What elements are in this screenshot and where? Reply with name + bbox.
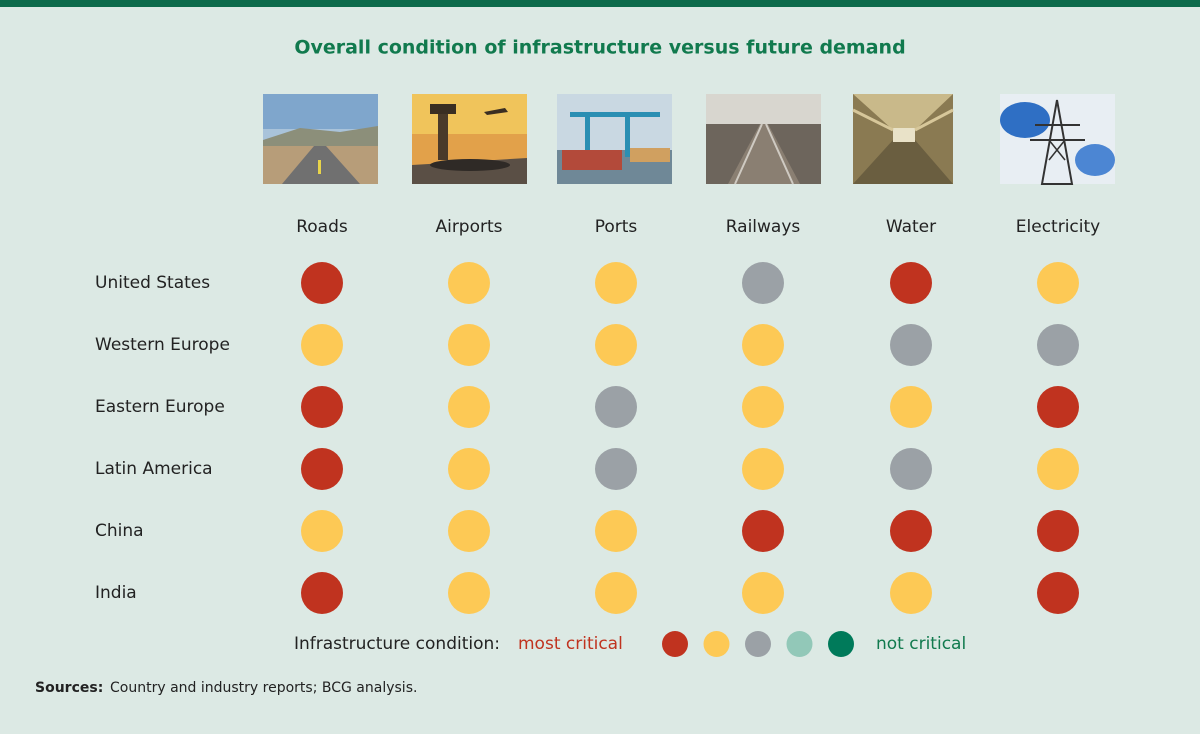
rating-dot <box>1037 572 1079 614</box>
rating-dot <box>742 262 784 304</box>
rating-dot <box>448 572 490 614</box>
rating-dot <box>301 262 343 304</box>
column-label: Electricity <box>1016 217 1100 237</box>
column-label: Roads <box>296 217 348 237</box>
rating-dot <box>742 386 784 428</box>
rating-dot <box>1037 510 1079 552</box>
rating-dot <box>448 448 490 490</box>
rating-dot <box>595 324 637 366</box>
legend-label: Infrastructure condition: <box>294 634 500 654</box>
rating-dot <box>448 262 490 304</box>
photo-electricity <box>1000 94 1115 185</box>
legend-dot <box>662 631 688 657</box>
photo-airports <box>412 94 527 184</box>
row-label: United States <box>95 273 210 293</box>
rating-dot <box>595 448 637 490</box>
rating-dot <box>742 510 784 552</box>
rating-dot <box>890 262 932 304</box>
title: Overall condition of infrastructure vers… <box>294 37 905 59</box>
rating-dot <box>301 324 343 366</box>
top-bar <box>0 0 1200 7</box>
sources-text: Country and industry reports; BCG analys… <box>110 680 417 696</box>
rating-dot <box>448 386 490 428</box>
rating-dot <box>301 572 343 614</box>
rating-dot <box>595 510 637 552</box>
photo-water <box>852 94 954 184</box>
row-label: India <box>95 583 137 603</box>
rating-dot <box>301 386 343 428</box>
row-label: Western Europe <box>95 335 230 355</box>
rating-dot <box>301 510 343 552</box>
row-label: China <box>95 521 144 541</box>
rating-dot <box>595 572 637 614</box>
rating-dot <box>890 324 932 366</box>
rating-dot <box>1037 324 1079 366</box>
legend-dot <box>703 631 730 657</box>
rating-dot <box>301 448 343 490</box>
legend-dot <box>745 631 771 657</box>
row-label: Latin America <box>95 459 213 479</box>
legend-low: most critical <box>518 634 623 654</box>
rating-dot <box>742 324 784 366</box>
rating-dot <box>890 386 932 428</box>
photo-roads <box>263 94 378 184</box>
rating-dot <box>595 262 637 304</box>
column-label: Airports <box>435 217 502 237</box>
rating-dot <box>1037 262 1079 304</box>
legend-dot <box>828 631 854 657</box>
sources-label: Sources: <box>35 680 103 696</box>
column-label: Ports <box>595 217 638 237</box>
rating-dot <box>890 572 932 614</box>
rating-dot <box>1037 386 1079 428</box>
rating-dot <box>448 324 490 366</box>
column-label: Railways <box>726 217 801 237</box>
rating-dot <box>890 448 932 490</box>
photo-railways <box>706 94 821 185</box>
rating-dot <box>890 510 932 552</box>
rating-dot <box>448 510 490 552</box>
rating-dot <box>1037 448 1079 490</box>
legend-high: not critical <box>876 634 966 654</box>
legend-dot <box>786 631 813 657</box>
column-label: Water <box>886 217 936 237</box>
row-label: Eastern Europe <box>95 397 225 417</box>
photo-ports <box>557 94 672 184</box>
photos <box>263 94 1115 185</box>
rating-dot <box>742 448 784 490</box>
rating-dot <box>742 572 784 614</box>
rating-dot <box>595 386 637 428</box>
